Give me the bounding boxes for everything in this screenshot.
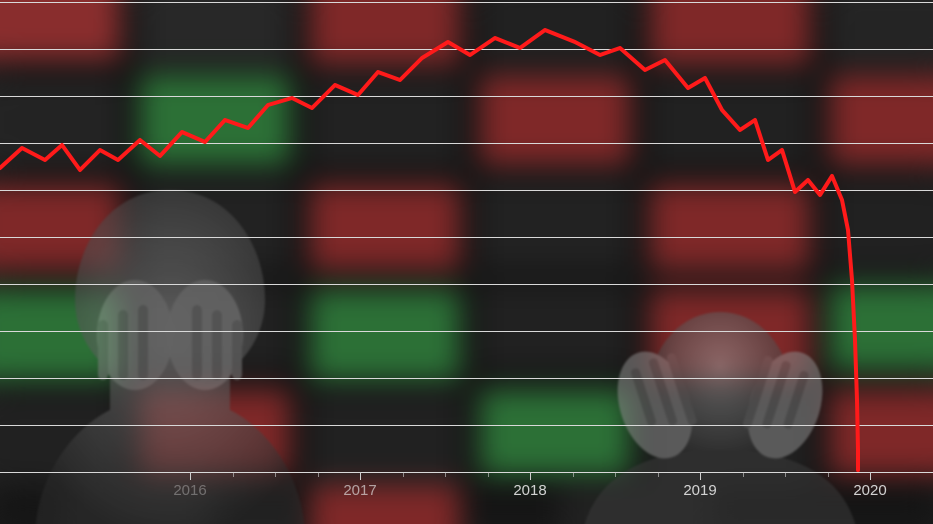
market-crash-chart: 20162017201820192020 [0,0,933,524]
price-line [0,0,933,524]
